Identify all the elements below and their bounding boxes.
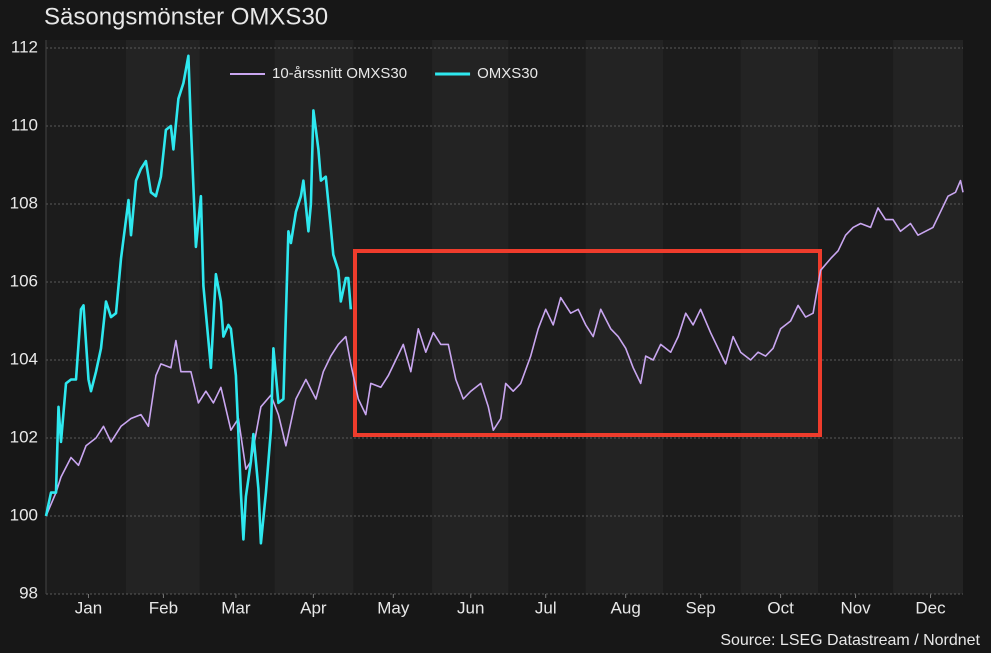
- highlight-box: [353, 249, 822, 437]
- y-tick-label: 110: [11, 115, 38, 134]
- month-band: [432, 40, 509, 594]
- x-tick-label: May: [377, 598, 410, 617]
- y-tick-label: 104: [10, 349, 38, 368]
- x-tick-label: Apr: [300, 598, 327, 617]
- x-tick-label: Mar: [221, 598, 251, 617]
- x-tick-label: Oct: [767, 598, 794, 617]
- y-tick-label: 102: [10, 427, 38, 446]
- y-tick-label: 98: [19, 583, 38, 602]
- y-tick-label: 106: [10, 271, 38, 290]
- x-tick-label: Nov: [840, 598, 871, 617]
- month-band: [125, 40, 200, 594]
- month-band: [585, 40, 664, 594]
- month-band: [893, 40, 963, 594]
- x-tick-label: Jul: [535, 598, 557, 617]
- legend-label: 10-årssnitt OMXS30: [272, 65, 407, 82]
- x-tick-label: Dec: [915, 598, 946, 617]
- source: Source: LSEG Datastream / Nordnet: [720, 632, 980, 649]
- chart-title: Säsongsmönster OMXS30: [44, 3, 328, 30]
- x-tick-label: Jun: [457, 598, 484, 617]
- x-tick-label: Aug: [611, 598, 641, 617]
- y-tick-label: 112: [11, 37, 38, 56]
- series-line: [44, 54, 353, 545]
- series-line: [45, 179, 964, 517]
- y-tick-label: 100: [10, 505, 38, 524]
- legend-label: OMXS30: [477, 65, 538, 82]
- y-tick-label: 108: [10, 193, 38, 212]
- x-tick-label: Jan: [75, 598, 102, 617]
- x-tick-label: Sep: [686, 598, 716, 617]
- x-tick-label: Feb: [149, 598, 178, 617]
